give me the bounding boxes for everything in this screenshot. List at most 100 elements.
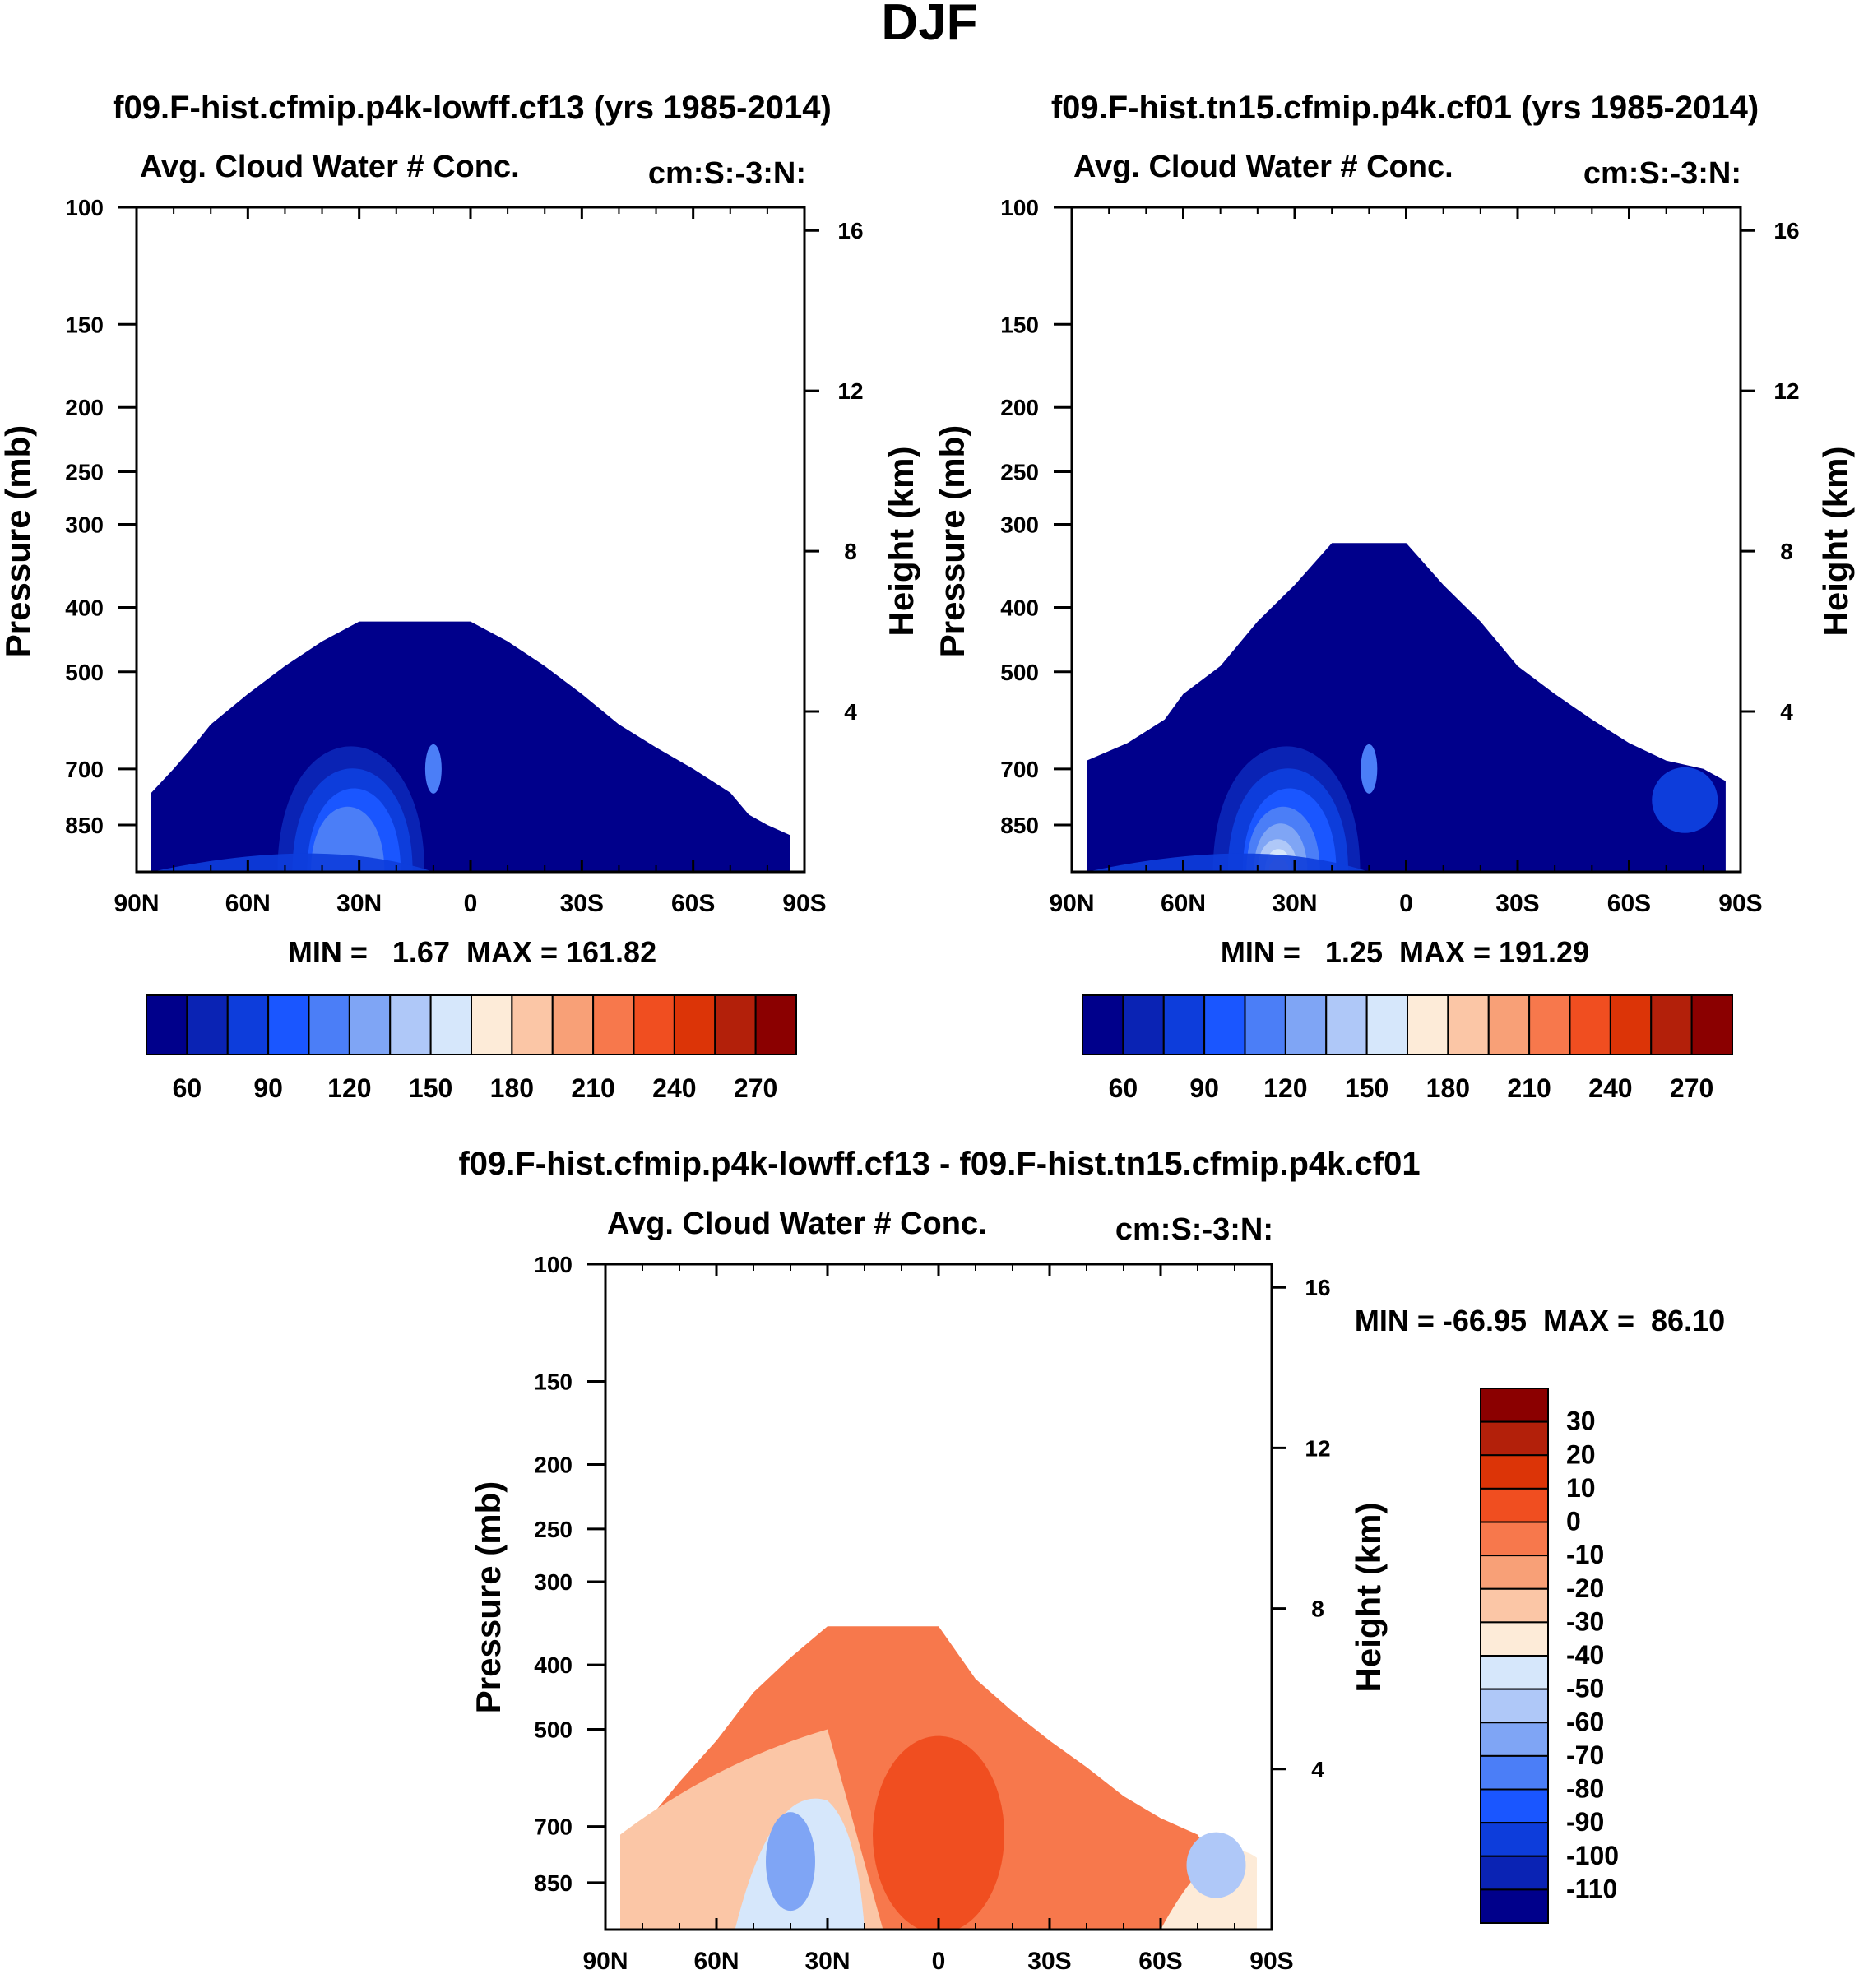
y-axis-right-title: Height (km) [1816, 447, 1855, 637]
y-tick-label: 150 [534, 1369, 573, 1394]
colorbar-label: 30 [1566, 1406, 1596, 1436]
x-tick-label: 90S [1718, 890, 1762, 917]
panel-subtitle-left: Avg. Cloud Water # Conc. [607, 1207, 987, 1241]
colorbar-swatch [1365, 994, 1408, 1055]
colorbar-swatch [1480, 1420, 1549, 1457]
colorbar-swatch [267, 994, 310, 1055]
colorbar-label: 180 [1426, 1073, 1470, 1103]
colorbar-swatch [1203, 994, 1246, 1055]
contour-field [620, 1626, 1257, 1930]
colorbar-label: 210 [1507, 1073, 1551, 1103]
min-max-label: MIN = 1.67 MAX = 161.82 [288, 935, 656, 969]
height-tick-label: 4 [1311, 1757, 1324, 1782]
height-tick-label: 8 [844, 539, 857, 564]
colorbar-label: 240 [652, 1073, 696, 1103]
colorbar-label: -110 [1566, 1874, 1617, 1903]
y-tick-label: 250 [1000, 460, 1039, 485]
colorbar-swatch [1528, 994, 1571, 1055]
y-tick-label: 700 [65, 757, 104, 782]
y-tick-label: 250 [65, 460, 104, 485]
y-tick-label: 500 [1000, 660, 1039, 685]
colorbar-label: 270 [734, 1073, 777, 1103]
colorbar-swatch [1487, 994, 1531, 1055]
x-tick-label: 60N [693, 1948, 739, 1975]
y-tick-label: 150 [65, 312, 104, 337]
colorbar-label: -30 [1566, 1606, 1604, 1636]
y-tick-label: 100 [1000, 195, 1039, 220]
x-tick-label: 90N [114, 890, 159, 917]
y-tick-label: 200 [65, 395, 104, 420]
y-tick-label: 850 [534, 1870, 573, 1896]
colorbar-label: 60 [173, 1073, 202, 1103]
colorbar-swatch [348, 994, 392, 1055]
y-tick-label: 500 [65, 660, 104, 685]
colorbar-swatch [146, 994, 188, 1055]
panel-subtitle-right: cm:S:-3:N: [648, 156, 806, 191]
colorbar-swatch [1447, 994, 1490, 1055]
colorbar-swatch [551, 994, 595, 1055]
colorbar-swatch [1569, 994, 1611, 1055]
contour-level [1361, 744, 1378, 794]
height-tick-label: 16 [1773, 218, 1799, 243]
colorbar-swatch [1480, 1487, 1549, 1523]
x-tick-label: 60N [225, 890, 271, 917]
colorbar-label: 240 [1588, 1073, 1632, 1103]
height-tick-label: 12 [1773, 378, 1799, 404]
colorbar-swatch [511, 994, 554, 1055]
y-tick-label: 700 [534, 1814, 573, 1840]
colorbar-label: -70 [1566, 1740, 1604, 1770]
panel-top-left: f09.F-hist.cfmip.p4k-lowff.cf13 (yrs 198… [0, 90, 920, 1103]
y-tick-label: 100 [534, 1252, 573, 1277]
y-tick-label: 150 [1000, 312, 1039, 337]
height-tick-label: 12 [1305, 1435, 1330, 1461]
y-tick-label: 200 [534, 1453, 573, 1478]
colorbar-label: 180 [490, 1073, 534, 1103]
y-tick-label: 700 [1000, 757, 1039, 782]
colorbar-swatch [186, 994, 229, 1055]
colorbar-swatch [1609, 994, 1653, 1055]
contour-field [151, 621, 790, 872]
colorbar-swatch [714, 994, 757, 1055]
x-tick-label: 0 [464, 890, 478, 917]
colorbar-label: 90 [1189, 1073, 1219, 1103]
colorbar-swatch [592, 994, 635, 1055]
colorbar-label: -10 [1566, 1540, 1604, 1569]
y-tick-label: 250 [534, 1517, 573, 1542]
colorbar-label: 10 [1566, 1473, 1596, 1503]
colorbar-swatch [1244, 994, 1286, 1055]
contour-level [1186, 1832, 1246, 1898]
colorbar-swatch [1480, 1655, 1549, 1690]
contour-level [766, 1812, 815, 1912]
contour-level [1087, 543, 1726, 872]
colorbar-swatch [1480, 1754, 1549, 1791]
colorbar-swatch [1480, 1521, 1549, 1557]
height-tick-label: 16 [837, 218, 863, 243]
contour-level [151, 621, 790, 872]
panel-bottom-diff: f09.F-hist.cfmip.p4k-lowff.cf13 - f09.F-… [458, 1146, 1725, 1975]
height-tick-label: 16 [1305, 1275, 1330, 1300]
colorbar-swatch [1480, 1555, 1549, 1590]
page-title: DJF [881, 0, 977, 51]
contour-level [1652, 767, 1718, 833]
y-axis-right-title: Height (km) [882, 447, 920, 637]
colorbar-swatch [1480, 1621, 1549, 1657]
panel-subtitle-left: Avg. Cloud Water # Conc. [1073, 150, 1453, 184]
colorbar-swatch [1480, 1888, 1549, 1924]
y-tick-label: 400 [1000, 595, 1039, 620]
colorbar-swatch [1480, 1788, 1549, 1824]
x-tick-label: 60S [1138, 1948, 1182, 1975]
y-tick-label: 300 [1000, 512, 1039, 538]
x-tick-label: 30S [1495, 890, 1539, 917]
y-axis-title: Pressure (mb) [0, 425, 37, 657]
y-axis-title: Pressure (mb) [933, 425, 971, 657]
x-tick-label: 0 [1399, 890, 1413, 917]
y-tick-label: 400 [65, 595, 104, 620]
colorbar-swatch [754, 994, 797, 1055]
colorbar-label: -60 [1566, 1707, 1604, 1736]
y-tick-label: 400 [534, 1652, 573, 1678]
contour-level [873, 1735, 1004, 1930]
x-tick-label: 30S [1027, 1948, 1071, 1975]
colorbar-label: -80 [1566, 1774, 1604, 1804]
colorbar-label: 150 [1345, 1073, 1388, 1103]
x-tick-label: 30N [1272, 890, 1317, 917]
